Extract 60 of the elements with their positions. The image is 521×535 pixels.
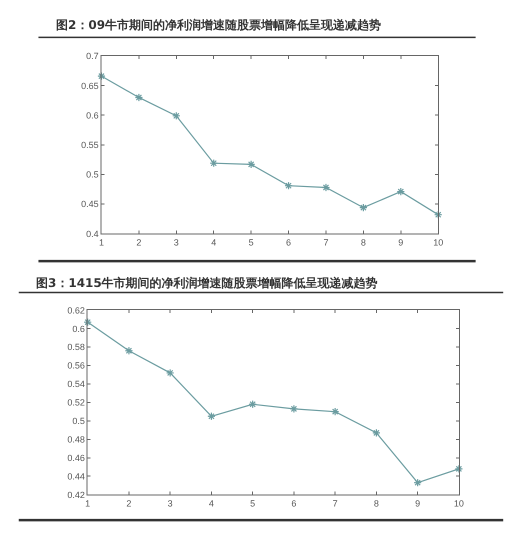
y-tick-label: 0.5 <box>86 170 99 180</box>
y-tick-label: 0.65 <box>81 80 99 91</box>
y-tick-label: 0.5 <box>72 416 85 426</box>
x-tick-label: 7 <box>332 498 338 508</box>
point <box>246 160 256 169</box>
y-tick-label: 0.54 <box>67 379 85 390</box>
y-tick-label: 0.46 <box>67 452 85 463</box>
x-tick-label: 1 <box>85 498 90 508</box>
point <box>166 368 174 378</box>
point <box>330 407 340 416</box>
point <box>248 400 257 408</box>
y-tick-label: 0.48 <box>67 434 85 444</box>
y-tick-label: 0.4 <box>86 228 99 239</box>
point <box>207 412 216 420</box>
x-tick-label: 7 <box>323 237 328 248</box>
point <box>134 93 144 102</box>
x-tick-label: 10 <box>454 498 464 508</box>
point <box>83 318 92 326</box>
x-tick-label: 4 <box>208 498 214 508</box>
x-tick-label: 5 <box>250 498 256 508</box>
y-tick-label: 0.6 <box>86 110 99 120</box>
x-tick-label: 6 <box>286 237 292 248</box>
y-tick-label: 0.58 <box>67 342 85 352</box>
chart-title: 图3：1415牛市期间的净利润增速随股票增幅降低呈现递减趋势 <box>36 276 378 290</box>
point <box>322 183 330 192</box>
y-tick-label: 0.42 <box>67 490 85 500</box>
point <box>434 210 442 219</box>
point <box>359 203 368 212</box>
point <box>172 112 180 120</box>
y-tick-label: 0.44 <box>67 471 85 482</box>
x-tick-label: 4 <box>211 237 216 248</box>
point <box>290 404 298 414</box>
point <box>396 187 405 196</box>
y-tick-label: 0.62 <box>67 305 85 316</box>
x-tick-label: 9 <box>398 237 404 248</box>
x-tick-label: 10 <box>433 237 444 248</box>
x-tick-label: 8 <box>374 498 379 508</box>
x-tick-label: 9 <box>415 498 420 508</box>
point <box>284 181 293 190</box>
point <box>413 478 422 487</box>
x-tick-label: 8 <box>360 237 366 248</box>
y-tick-label: 0.52 <box>67 398 85 408</box>
x-tick-label: 5 <box>248 237 254 248</box>
x-tick-label: 3 <box>168 498 173 508</box>
y-tick-label: 0.7 <box>86 51 99 62</box>
y-tick-label: 0.45 <box>81 199 99 210</box>
point <box>454 464 464 474</box>
x-tick-label: 2 <box>136 237 142 248</box>
x-tick-label: 3 <box>174 237 179 248</box>
point <box>210 158 218 168</box>
point <box>124 346 134 355</box>
x-tick-label: 2 <box>126 498 132 508</box>
point <box>372 428 381 438</box>
x-tick-label: 6 <box>291 498 296 508</box>
x-tick-label: 1 <box>98 237 104 248</box>
y-tick-label: 0.6 <box>72 324 85 334</box>
y-tick-label: 0.56 <box>67 360 85 371</box>
chart-title: 图2：09牛市期间的净利润增速随股票增幅降低呈现递减趋势 <box>56 18 382 32</box>
point <box>97 72 106 80</box>
y-tick-label: 0.55 <box>81 140 99 150</box>
